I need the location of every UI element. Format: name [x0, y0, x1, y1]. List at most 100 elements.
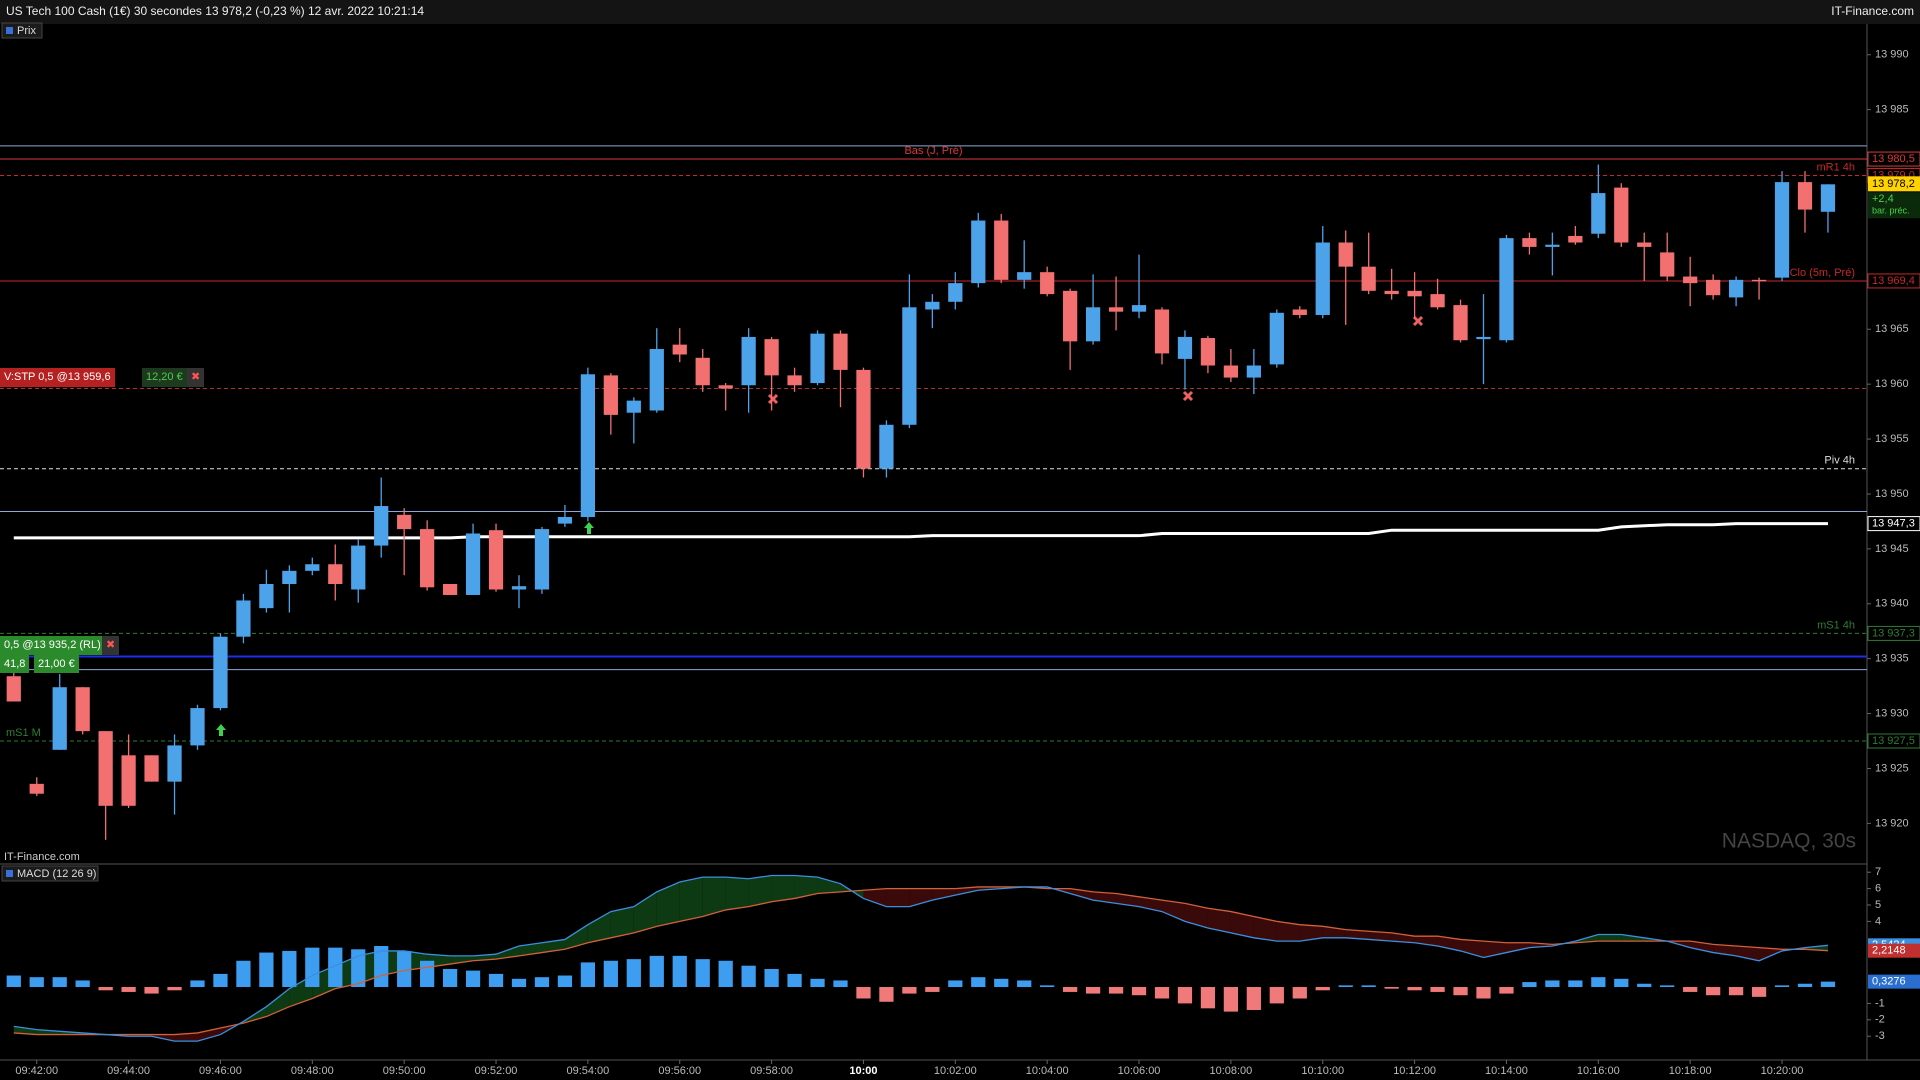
candle-body [1177, 336, 1193, 359]
candle-body [718, 385, 733, 389]
position-order[interactable]: 0,5 @13 935,2 (RL) [0, 636, 105, 655]
candle-body [1820, 184, 1836, 212]
y-tick-label: 13 950 [1875, 488, 1909, 500]
macd-fill [36, 1029, 60, 1035]
macd-bar [1637, 983, 1652, 988]
candle-body [442, 584, 458, 595]
y-tick-label: 13 935 [1875, 653, 1909, 665]
cross-marker [767, 393, 779, 405]
candle-body [971, 220, 986, 284]
macd-bar [1660, 985, 1675, 988]
candle-body [420, 529, 435, 588]
candle-body [282, 570, 297, 584]
candle-body [351, 545, 366, 590]
macd-fill [1299, 924, 1323, 942]
macd-bar [420, 960, 435, 988]
candle-body [1017, 272, 1032, 280]
candle-body [1591, 193, 1606, 234]
macd-bar [1797, 983, 1813, 988]
macd-bar [305, 947, 320, 988]
stop-order-close[interactable]: ✖ [187, 368, 205, 387]
candle-body [925, 301, 940, 310]
macd-bar [695, 959, 710, 988]
macd-y-tick-label: -1 [1875, 997, 1885, 1009]
macd-bar [1820, 981, 1836, 988]
macd-bar [213, 973, 228, 988]
macd-bar [1384, 987, 1399, 989]
y-tick-label: 13 960 [1875, 378, 1909, 390]
macd-bar [603, 960, 618, 988]
macd-bar [1315, 987, 1330, 991]
candle-body [1568, 235, 1583, 243]
x-tick-label: 09:48:00 [291, 1065, 334, 1077]
candle-body [1797, 182, 1813, 210]
price-tag-box[interactable] [1, 22, 43, 39]
macd-bar [1751, 987, 1767, 997]
level-label: 13 980,5 [1872, 153, 1915, 165]
macd-bar [1614, 978, 1629, 988]
macd-bar [994, 978, 1009, 988]
macd-bar [764, 968, 779, 988]
candle-body [236, 600, 251, 637]
macd-fill [1368, 931, 1392, 942]
candle-body [695, 357, 710, 386]
macd-bar [626, 959, 641, 988]
macd-fill [266, 988, 290, 1017]
macd-fill [1529, 942, 1553, 948]
level-name: mS1 M [6, 727, 41, 739]
candle-body [75, 687, 90, 732]
macd-bar [328, 947, 343, 988]
macd-fill [932, 888, 956, 901]
macd-fill [817, 877, 841, 894]
moving-average [13, 522, 1828, 540]
macd-bar [1591, 977, 1606, 988]
position-close[interactable]: ✖ [102, 636, 120, 655]
candle-body [1223, 365, 1239, 378]
ma-label: 13 947,3 [1872, 518, 1915, 530]
macd-fill [909, 888, 933, 907]
candle-body [810, 333, 825, 384]
level-label: 13 969,4 [1872, 275, 1915, 287]
x-tick-label: 10:20:00 [1761, 1065, 1804, 1077]
candle-body [374, 506, 389, 546]
macd-fill [1184, 903, 1208, 928]
candle-body [98, 731, 113, 806]
macd-tag-box[interactable] [1, 865, 99, 882]
macd-bar [465, 970, 481, 988]
macd-bar [1407, 987, 1422, 991]
candle-body [1338, 242, 1353, 267]
ma-label-box [1867, 516, 1920, 532]
candle-body [902, 307, 917, 425]
macd-bar [718, 960, 733, 988]
macd-fill [1345, 929, 1369, 940]
macd-title: MACD (12 26 9) [17, 868, 96, 880]
macd-bar [649, 955, 664, 988]
macd-bar [1063, 987, 1078, 992]
macd-bar [397, 950, 412, 988]
x-tick-label: 10:00 [849, 1065, 877, 1077]
candle-body [557, 517, 573, 524]
macd-fill [1139, 896, 1162, 912]
signal-label-box [1868, 943, 1920, 958]
macd-bar [75, 980, 90, 988]
candle-body [1706, 279, 1721, 296]
macd-fill [1253, 916, 1277, 942]
x-tick-label: 10:12:00 [1393, 1065, 1436, 1077]
candle-body [994, 220, 1009, 280]
macd-bar [925, 987, 940, 992]
level-name: Clo (5m, Pré) [1790, 267, 1855, 279]
stop-order[interactable]: V:STP 0,5 @13 959,6 [0, 368, 115, 387]
candle-body [465, 533, 481, 595]
y-tick-label: 13 930 [1875, 707, 1909, 719]
candle-body [1040, 272, 1055, 295]
macd-bar [1223, 987, 1239, 1012]
candle-body [488, 530, 504, 590]
histogram-label: 0,3276 [1872, 976, 1906, 988]
candle-body [511, 586, 527, 590]
candle-body [259, 584, 274, 609]
macd-fill [748, 875, 772, 907]
macd-fill [1759, 947, 1783, 961]
macd-bar [1292, 987, 1307, 999]
level-name: mR1 4h [1816, 161, 1855, 173]
